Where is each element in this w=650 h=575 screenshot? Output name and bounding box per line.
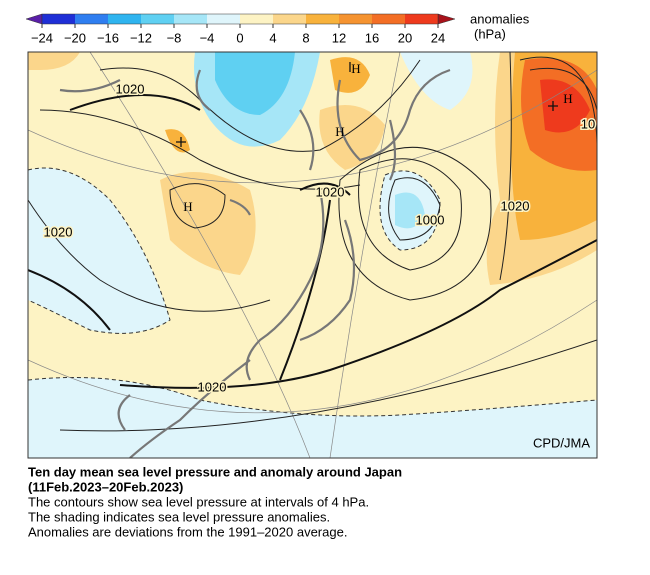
- colorbar-segment: [339, 14, 372, 24]
- colorbar-segment: [141, 14, 174, 24]
- colorbar-segment: [306, 14, 339, 24]
- colorbar-segment: [42, 14, 75, 24]
- isobar-label: 1000: [416, 212, 445, 227]
- colorbar-segment: [207, 14, 240, 24]
- map-frame: [27, 51, 598, 459]
- high-label: H: [351, 61, 360, 76]
- colorbar-tick-label: 4: [269, 30, 276, 45]
- colorbar-tick-label: 8: [302, 30, 309, 45]
- isobar-label: 10: [581, 116, 595, 131]
- colorbar-segment: [405, 14, 438, 24]
- colorbar-unit: (hPa): [474, 26, 506, 41]
- colorbar-tick-label: 20: [398, 30, 412, 45]
- isobar-label: 1020: [44, 224, 73, 239]
- caption-title: Ten day mean sea level pressure and anom…: [28, 464, 402, 479]
- colorbar-tick-label: 16: [365, 30, 379, 45]
- caption-line: The contours show sea level pressure at …: [28, 494, 369, 509]
- map: [28, 52, 597, 458]
- colorbar-segment: [273, 14, 306, 24]
- colorbar-title: anomalies: [470, 11, 530, 26]
- isobar-label: 1020: [501, 198, 530, 213]
- isobar-label: 1020: [198, 379, 227, 394]
- colorbar-tick-label: 24: [431, 30, 445, 45]
- colorbar-tick-label: 0: [236, 30, 243, 45]
- colorbar-tick-label: −4: [200, 30, 215, 45]
- isobar-label: 1020: [316, 184, 345, 199]
- colorbar-tick-label: −16: [97, 30, 119, 45]
- colorbar-tick-label: −8: [167, 30, 182, 45]
- high-label: H: [335, 124, 344, 139]
- colorbar-tick-label: −12: [130, 30, 152, 45]
- colorbar-tick-label: 12: [332, 30, 346, 45]
- colorbar-tick-label: −24: [31, 30, 53, 45]
- colorbar-segment: [174, 14, 207, 24]
- isobar-label: 1020: [116, 81, 145, 96]
- caption-period: (11Feb.2023–20Feb.2023): [28, 479, 183, 494]
- colorbar-under: [25, 13, 43, 25]
- credit: CPD/JMA: [533, 435, 590, 450]
- high-label: H: [563, 91, 572, 106]
- colorbar-segment: [108, 14, 141, 24]
- colorbar-over: [437, 13, 456, 25]
- colorbar-segment: [75, 14, 108, 24]
- caption-line: Anomalies are deviations from the 1991–2…: [28, 524, 347, 539]
- colorbar-segment: [240, 14, 273, 24]
- high-label: H: [183, 199, 192, 214]
- caption-line: The shading indicates sea level pressure…: [28, 509, 330, 524]
- colorbar-tick-label: −20: [64, 30, 86, 45]
- colorbar-segment: [372, 14, 405, 24]
